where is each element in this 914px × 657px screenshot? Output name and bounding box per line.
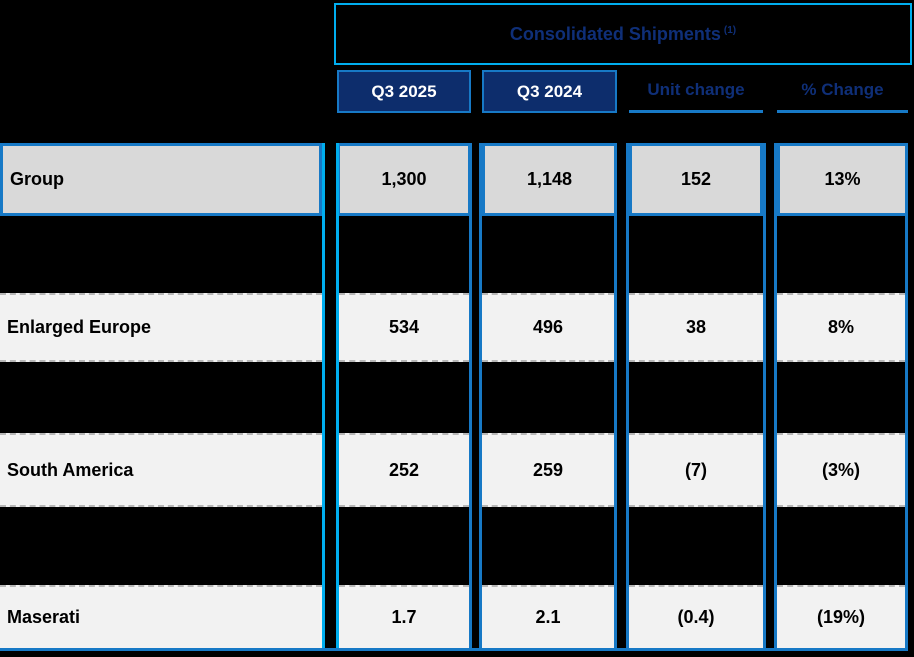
cell-enlarged-europe-pct-change: 8% <box>777 293 905 362</box>
cell-south-america-q3-2024: 259 <box>482 433 614 507</box>
column-header-q3-2024: Q3 2024 <box>482 70 617 113</box>
cell-group-q3-2025: 1,300 <box>337 143 471 216</box>
cell-south-america-unit-change: (7) <box>629 433 763 507</box>
cell-maserati-q3-2025: 1.7 <box>339 585 469 648</box>
cell-maserati-pct-change: (19%) <box>777 585 905 648</box>
redacted-row <box>0 216 908 293</box>
column-separator-line <box>763 143 766 648</box>
column-separator-line <box>905 143 908 648</box>
column-header-pct-change: % Change <box>777 70 908 113</box>
cell-enlarged-europe-q3-2025: 534 <box>339 293 469 362</box>
column-separator-line <box>774 143 777 648</box>
cell-group-unit-change: 152 <box>629 143 763 216</box>
column-header-unit-change: Unit change <box>629 70 763 113</box>
column-separator-line <box>479 143 482 648</box>
cell-maserati-unit-change: (0.4) <box>629 585 763 648</box>
row-label-maserati: Maserati <box>0 585 322 648</box>
redacted-row <box>0 362 908 433</box>
column-separator-line <box>336 143 339 648</box>
cell-group-pct-change: 13% <box>777 143 908 216</box>
table-title: Consolidated Shipments <box>509 23 721 44</box>
column-separator-line <box>469 143 472 648</box>
redacted-row <box>0 507 908 585</box>
cell-south-america-pct-change: (3%) <box>777 433 905 507</box>
cell-south-america-q3-2025: 252 <box>339 433 469 507</box>
column-separator-line <box>626 143 629 648</box>
column-separator-line <box>322 143 325 648</box>
table-bottom-border <box>0 648 908 651</box>
column-header-q3-2025: Q3 2025 <box>337 70 471 113</box>
row-label-enlarged-europe: Enlarged Europe <box>0 293 322 362</box>
table-title-footnote-marker: (1) <box>723 24 737 36</box>
cell-enlarged-europe-q3-2024: 496 <box>482 293 614 362</box>
cell-group-q3-2024: 1,148 <box>482 143 617 216</box>
cell-maserati-q3-2024: 2.1 <box>482 585 614 648</box>
row-label-group: Group <box>0 143 322 216</box>
table-title-banner: Consolidated Shipments (1) <box>334 3 912 65</box>
row-label-south-america: South America <box>0 433 322 507</box>
column-separator-line <box>614 143 617 648</box>
cell-enlarged-europe-unit-change: 38 <box>629 293 763 362</box>
